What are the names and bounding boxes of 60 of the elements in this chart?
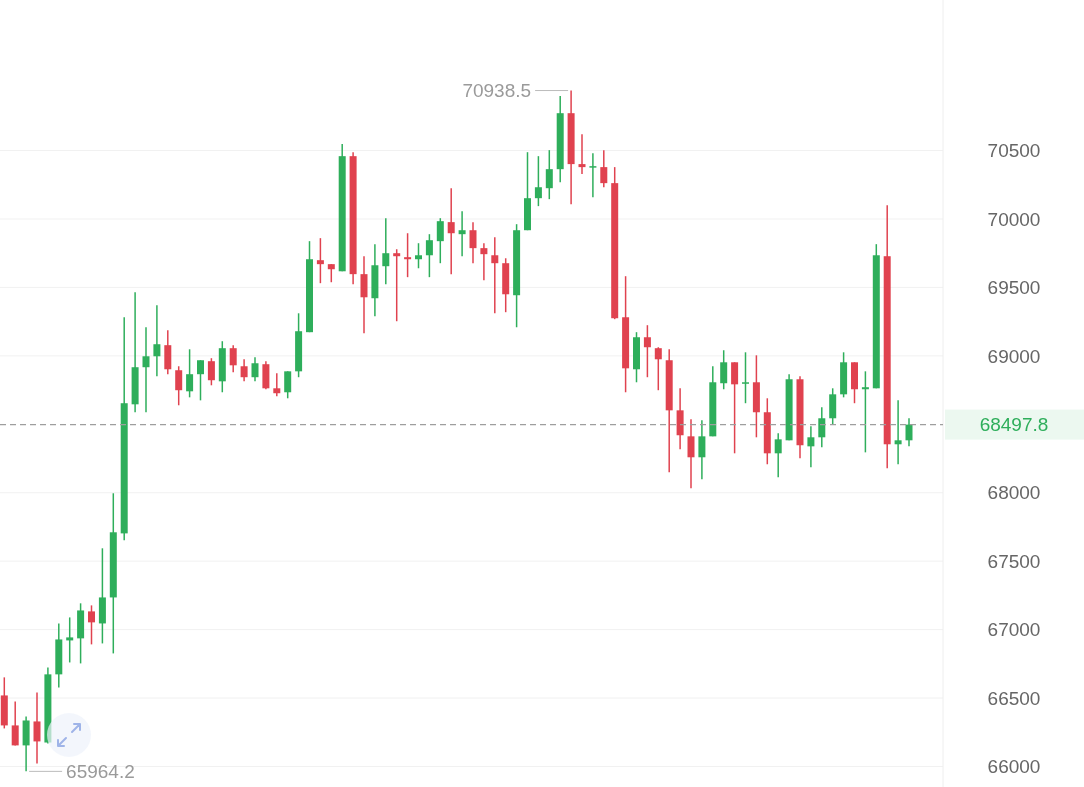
candlestick (534, 155, 542, 207)
candlestick (142, 326, 150, 413)
candlestick (153, 304, 161, 377)
candlestick (654, 346, 662, 391)
candlestick (774, 432, 782, 479)
ref-line-label: 68497.8 (979, 414, 1049, 436)
candlestick (643, 324, 651, 378)
candlestick (415, 242, 422, 270)
candlestick (284, 370, 292, 400)
candlestick (436, 217, 444, 264)
candlestick (425, 233, 433, 278)
candlestick (447, 187, 455, 275)
candlestick (458, 210, 466, 257)
y-tick-label: 67000 (987, 619, 1041, 641)
candlestick (316, 237, 324, 284)
candlestick (273, 372, 281, 397)
y-tick-label: 69000 (987, 345, 1041, 367)
candlestick (905, 417, 913, 448)
candlestick (469, 221, 477, 264)
candlestick (197, 359, 204, 402)
candlestick (327, 263, 335, 283)
candlestick (360, 255, 368, 335)
candlestick (251, 356, 259, 383)
y-tick-label: 68000 (987, 482, 1041, 504)
y-tick-label: 66000 (987, 756, 1041, 778)
candlestick (698, 419, 706, 481)
candlestick (382, 217, 390, 286)
candlestick (175, 365, 183, 407)
candlestick (545, 149, 553, 200)
candlestick (742, 351, 749, 404)
candlestick (491, 236, 499, 315)
candlestick (66, 616, 74, 664)
candlestick (589, 152, 597, 198)
candlestick (11, 700, 19, 747)
candlestick (578, 133, 586, 175)
candlestick (600, 149, 608, 188)
candlestick (404, 232, 412, 278)
y-tick-label: 70000 (987, 208, 1041, 230)
candlestick (687, 418, 695, 490)
candlestick (731, 361, 739, 455)
candlestick (186, 348, 194, 399)
candlestick (480, 242, 488, 281)
candlestick (818, 406, 826, 449)
candlestick (829, 387, 837, 426)
candlestick (229, 344, 237, 374)
candlestick (720, 349, 728, 391)
candlestick (861, 370, 869, 454)
y-tick-label: 66500 (987, 687, 1041, 709)
annotation: 65964.2 (66, 761, 135, 783)
candlestick (393, 248, 401, 322)
y-tick-label: 70500 (987, 140, 1041, 162)
annotation: 70938.5 (462, 80, 532, 102)
candlestick (207, 357, 215, 387)
y-tick-label: 69500 (987, 277, 1041, 299)
candlestick (894, 399, 902, 466)
candlestick (33, 691, 41, 765)
y-tick-label: 67500 (987, 550, 1041, 572)
candlestick (88, 604, 95, 646)
candlestick (807, 425, 815, 469)
candlestick (240, 358, 248, 383)
